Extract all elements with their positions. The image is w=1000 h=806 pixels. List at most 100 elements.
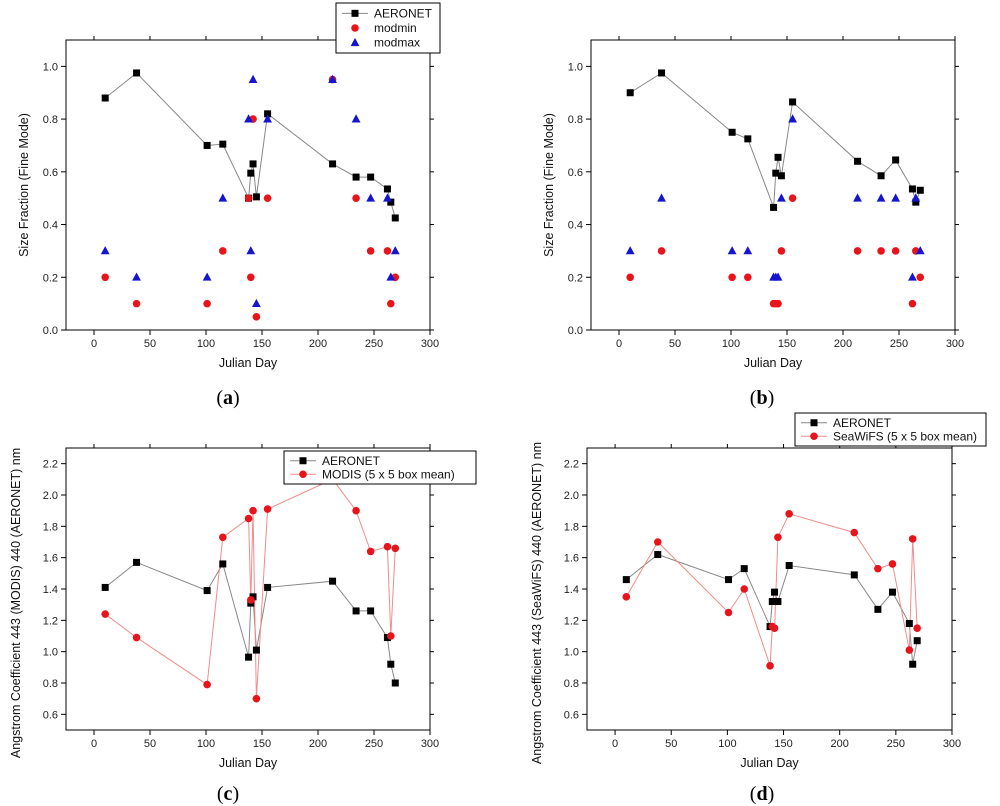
y-tick-label: 0.0	[568, 325, 583, 337]
y-tick-label: 0.8	[43, 114, 58, 126]
circle-data-point	[247, 596, 255, 604]
triangle-data-point	[202, 272, 212, 281]
legend-entry-label: AERONET	[833, 416, 892, 430]
square-data-point	[626, 89, 634, 97]
circle-data-point	[916, 273, 925, 282]
triangle-data-point	[908, 272, 917, 281]
circle-data-point	[263, 505, 272, 513]
legend-marker-swatch	[299, 457, 307, 465]
legend-entry-label: AERONET	[322, 454, 381, 468]
square-data-point	[774, 598, 782, 606]
square-data-point	[771, 588, 779, 596]
x-axis-title: Julian Day	[219, 356, 278, 370]
panel-label-c: (c)	[217, 783, 239, 805]
triangle-data-point	[351, 114, 361, 123]
legend-marker-swatch	[299, 470, 307, 479]
circle-data-point	[777, 247, 786, 255]
triangle-data-point	[248, 74, 258, 83]
circle-data-point	[132, 633, 141, 642]
triangle-data-point	[263, 114, 272, 123]
square-data-point	[774, 153, 782, 161]
triangle-data-point	[252, 298, 261, 308]
square-data-point	[854, 157, 862, 165]
y-tick-label: 2.0	[564, 490, 579, 502]
legend-entry-label: MODIS (5 x 5 box mean)	[322, 467, 455, 481]
legend-marker-swatch	[810, 419, 818, 427]
square-series-line	[629, 72, 921, 208]
circle-data-point	[387, 299, 395, 308]
legend-box	[283, 450, 477, 485]
circle-data-point	[244, 194, 253, 202]
triangle-data-point	[657, 193, 666, 202]
circle-data-point	[657, 247, 666, 255]
square-data-point	[133, 69, 141, 77]
square-data-point	[770, 203, 778, 211]
x-tick-label: 100	[197, 338, 215, 350]
y-axis-title: Size Fraction (Fine Mode)	[542, 113, 556, 257]
square-data-point	[352, 607, 360, 615]
circle-data-point	[203, 680, 211, 689]
square-data-point	[888, 588, 896, 596]
circle-data-point	[891, 247, 900, 255]
triangle-data-point	[777, 193, 786, 202]
circle-data-point	[352, 506, 360, 515]
x-tick-label: 200	[309, 738, 327, 750]
panel-d-chart: 0 50 100 150 200 250 300 0.6 0.8 1.0 1.2 1.4 1.6 1.8 2…	[530, 412, 987, 770]
square-data-point	[654, 551, 662, 559]
square-data-point	[249, 593, 257, 601]
x-tick-label: 300	[946, 338, 964, 350]
square-data-point	[133, 558, 141, 566]
x-tick-label: 150	[253, 738, 271, 750]
triangle-data-point	[773, 272, 783, 281]
square-data-point	[912, 198, 920, 206]
x-tick-label: 0	[91, 338, 97, 350]
square-data-point	[728, 128, 736, 136]
x-axis-title: Julian Day	[744, 356, 803, 370]
square-data-point	[329, 160, 337, 168]
square-data-point	[219, 560, 227, 568]
triangle-data-point	[911, 193, 921, 202]
x-tick-label: 50	[669, 338, 681, 350]
circle-data-point	[770, 624, 779, 632]
square-data-point	[264, 583, 272, 591]
circle-data-point	[774, 533, 782, 542]
y-tick-label: 0.2	[568, 272, 583, 284]
triangle-data-point	[915, 246, 925, 255]
circle-data-point	[252, 694, 261, 703]
square-data-point	[789, 98, 797, 106]
circle-data-point	[203, 299, 211, 308]
y-tick-label: 2.2	[564, 459, 579, 471]
square-data-point	[387, 660, 395, 668]
square-data-point	[908, 185, 916, 193]
square-data-point	[383, 185, 391, 193]
circle-data-point	[101, 610, 109, 618]
triangle-data-point	[390, 246, 400, 255]
y-tick-label: 1.6	[43, 553, 58, 565]
y-tick-label: 1.4	[564, 584, 579, 596]
triangle-data-point	[727, 246, 737, 255]
circle-data-point	[785, 510, 793, 518]
square-data-point	[874, 605, 882, 613]
circle-data-point	[788, 194, 797, 202]
circle-data-point	[352, 194, 360, 202]
y-tick-label: 1.0	[43, 647, 58, 659]
triangle-data-point	[132, 272, 141, 281]
square-data-point	[905, 619, 913, 627]
square-data-point	[101, 94, 109, 102]
x-tick-label: 0	[616, 338, 622, 350]
square-data-point	[391, 214, 399, 222]
x-tick-label: 100	[722, 338, 740, 350]
y-axis-title: Angstrom Coefficient 443 (SeaWiFS) 440 (…	[530, 442, 544, 764]
panel-label-a: (a)	[216, 387, 239, 409]
y-tick-label: 1.2	[43, 615, 58, 627]
y-tick-label: 1.8	[564, 521, 579, 533]
square-data-point	[329, 577, 337, 585]
circle-data-point	[874, 564, 882, 573]
x-tick-label: 250	[890, 338, 908, 350]
x-tick-label: 50	[144, 338, 156, 350]
circle-data-point	[724, 608, 733, 617]
square-data-point	[850, 571, 858, 579]
y-axis-title: Size Fraction (Fine Mode)	[17, 113, 31, 257]
x-tick-label: 200	[309, 338, 327, 350]
square-data-point	[245, 653, 253, 661]
